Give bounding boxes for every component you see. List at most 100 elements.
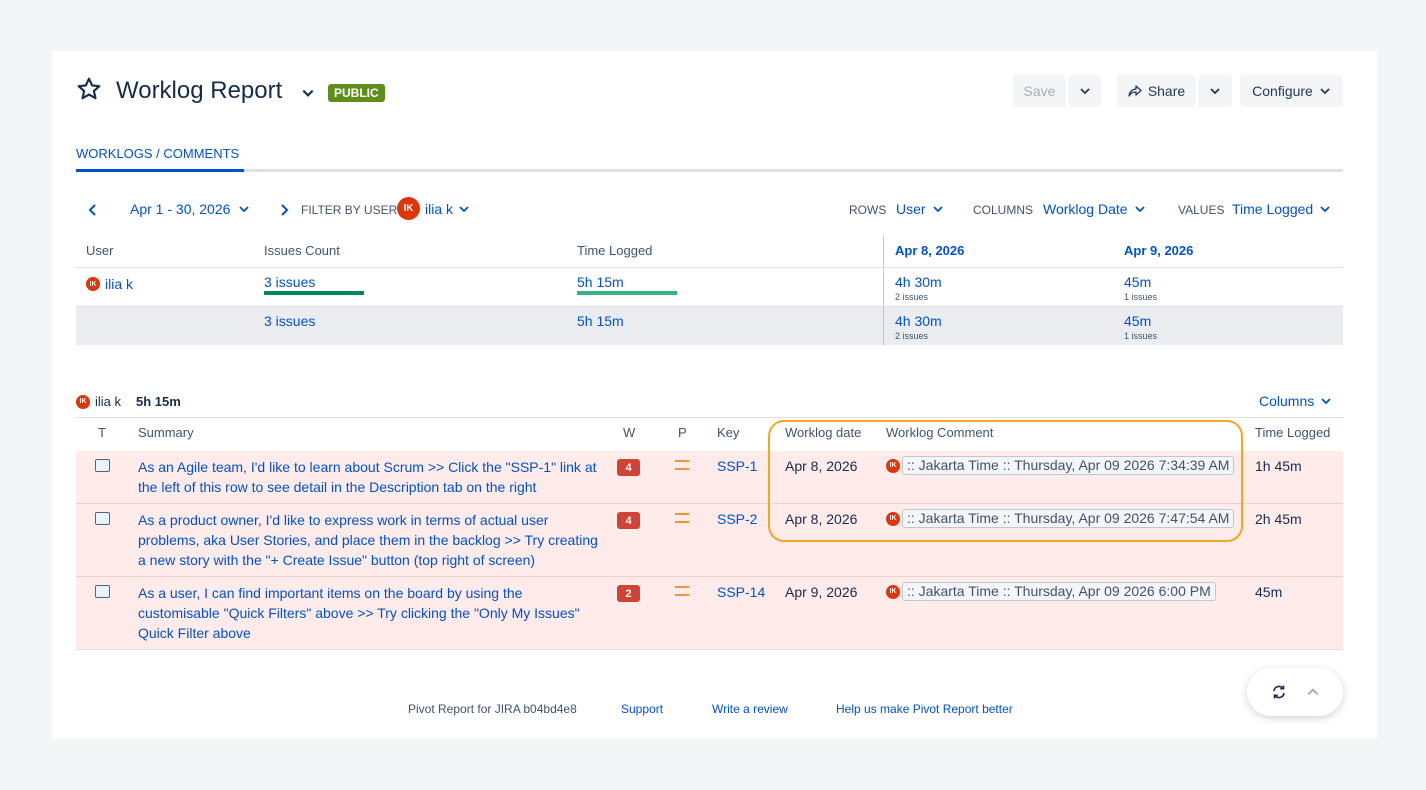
public-badge: PUBLIC: [328, 84, 385, 102]
chevron-down-icon: [1079, 88, 1090, 95]
pivot-header-user: User: [86, 243, 114, 258]
chevron-down-icon: [1210, 88, 1220, 95]
chevron-down-icon[interactable]: [301, 86, 315, 100]
pivot-issues-link[interactable]: 3 issues: [264, 274, 316, 290]
time-logged: 1h 45m: [1255, 458, 1302, 474]
rows-value: User: [896, 201, 926, 217]
issue-key-link[interactable]: SSP-1: [717, 458, 758, 474]
col-header-p[interactable]: P: [678, 425, 687, 440]
comment-text: :: Jakarta Time :: Thursday, Apr 09 2026…: [902, 456, 1235, 475]
priority-medium-icon: [675, 586, 689, 596]
col-header-key[interactable]: Key: [717, 425, 740, 440]
col-header-worklog-date[interactable]: Worklog date: [785, 425, 862, 440]
pivot-cell-issues: 1 issues: [1124, 292, 1158, 302]
columns-dropdown[interactable]: Worklog Date: [1043, 201, 1146, 217]
story-type-icon: [95, 585, 110, 598]
issue-key-link[interactable]: SSP-2: [717, 511, 758, 527]
save-button[interactable]: Save: [1013, 75, 1066, 107]
pivot-total-issues[interactable]: 3 issues: [264, 313, 316, 329]
tab-underline: [76, 169, 1343, 172]
values-label: VALUES: [1178, 203, 1225, 217]
star-icon[interactable]: [76, 76, 102, 102]
chevron-down-icon: [1320, 88, 1330, 95]
col-header-w[interactable]: W: [623, 425, 636, 440]
chevron-right-icon[interactable]: [279, 203, 289, 217]
chevron-left-icon[interactable]: [88, 203, 98, 217]
pivot-total-cell-time[interactable]: 45m: [1124, 313, 1152, 329]
worklog-comment: IK :: Jakarta Time :: Thursday, Apr 09 2…: [886, 456, 1235, 475]
pivot-cell-time[interactable]: 45m: [1124, 274, 1152, 290]
pivot-header-date[interactable]: Apr 9, 2026: [1124, 243, 1194, 258]
avatar: IK: [886, 511, 900, 526]
date-range: Apr 1 - 30, 2026: [130, 201, 231, 217]
pivot-time-link[interactable]: 5h 15m: [577, 274, 624, 290]
w-badge: 4: [617, 459, 640, 476]
pivot-total-time[interactable]: 5h 15m: [577, 313, 624, 329]
issue-summary-link[interactable]: As an Agile team, I'd like to learn abou…: [138, 459, 597, 495]
col-header-type[interactable]: T: [98, 425, 106, 440]
w-badge: 4: [617, 512, 640, 529]
share-dropdown-button[interactable]: [1198, 75, 1232, 107]
priority-medium-icon: [675, 513, 689, 523]
worklog-comment: IK :: Jakarta Time :: Thursday, Apr 09 2…: [886, 509, 1235, 528]
divider: [76, 649, 1343, 650]
footer-review-link[interactable]: Write a review: [712, 702, 788, 716]
refresh-icon[interactable]: [1271, 684, 1287, 700]
col-header-time-logged[interactable]: Time Logged: [1255, 425, 1331, 440]
pivot-user-name: ilia k: [105, 276, 134, 292]
issue-key-link[interactable]: SSP-14: [717, 584, 766, 600]
avatar: IK: [886, 458, 900, 473]
time-logged: 45m: [1255, 584, 1283, 600]
footer-version: Pivot Report for JIRA b04bd4e8: [408, 702, 577, 716]
date-range-picker[interactable]: Apr 1 - 30, 2026: [130, 201, 250, 217]
issue-summary-link[interactable]: As a product owner, I'd like to express …: [138, 512, 598, 568]
values-value: Time Logged: [1232, 201, 1314, 217]
pivot-total-cell-time[interactable]: 4h 30m: [895, 313, 942, 329]
time-logged: 2h 45m: [1255, 511, 1302, 527]
tab-worklogs-comments[interactable]: WORKLOGS / COMMENTS: [76, 146, 240, 161]
footer-help-link[interactable]: Help us make Pivot Report better: [836, 702, 1013, 716]
divider: [76, 503, 1343, 504]
share-label: Share: [1147, 83, 1186, 99]
divider: [76, 267, 1343, 268]
columns-label: COLUMNS: [973, 203, 1034, 217]
save-dropdown-button[interactable]: [1068, 75, 1101, 107]
comment-text: :: Jakarta Time :: Thursday, Apr 09 2026…: [902, 509, 1235, 528]
columns-button-label: Columns: [1259, 393, 1315, 409]
annotation-highlight: [768, 420, 1243, 542]
priority-medium-icon: [675, 460, 689, 470]
issue-summary-link[interactable]: As a user, I can find important items on…: [138, 585, 580, 641]
tab-active-indicator: [76, 169, 244, 172]
footer-support-link[interactable]: Support: [621, 702, 664, 716]
rows-label: ROWS: [849, 203, 887, 217]
values-dropdown[interactable]: Time Logged: [1232, 201, 1331, 217]
pivot-cell-issues: 2 issues: [895, 292, 929, 302]
columns-button[interactable]: Columns: [1259, 393, 1332, 409]
divider: [76, 306, 1343, 307]
pivot-total-cell-issues: 2 issues: [895, 331, 929, 341]
pivot-total-cell-issues: 1 issues: [1124, 331, 1158, 341]
col-header-worklog-comment[interactable]: Worklog Comment: [886, 425, 994, 440]
chevron-down-icon: [1134, 206, 1145, 213]
share-button[interactable]: Share: [1117, 75, 1196, 107]
floating-action-bar: [1247, 668, 1343, 716]
share-icon: [1128, 85, 1142, 97]
pivot-row-user[interactable]: IK ilia k: [86, 276, 133, 292]
detail-user-name: ilia k: [95, 394, 122, 409]
configure-button[interactable]: Configure: [1240, 75, 1343, 107]
chevron-up-icon[interactable]: [1306, 685, 1320, 699]
user-filter-dropdown[interactable]: IK ilia k: [397, 197, 470, 220]
col-header-summary[interactable]: Summary: [138, 425, 194, 440]
worklog-comment: IK :: Jakarta Time :: Thursday, Apr 09 2…: [886, 582, 1216, 601]
columns-value: Worklog Date: [1043, 201, 1128, 217]
worklog-date: Apr 8, 2026: [785, 511, 858, 527]
pivot-header-issues-count: Issues Count: [264, 243, 340, 258]
issues-bar: [264, 291, 364, 295]
filter-by-user-label: FILTER BY USER: [301, 203, 398, 217]
rows-dropdown[interactable]: User: [896, 201, 944, 217]
pivot-cell-time[interactable]: 4h 30m: [895, 274, 942, 290]
column-divider: [883, 235, 884, 345]
pivot-header-date[interactable]: Apr 8, 2026: [895, 243, 965, 258]
user-filter-value: ilia k: [425, 200, 454, 217]
configure-label: Configure: [1252, 83, 1313, 99]
